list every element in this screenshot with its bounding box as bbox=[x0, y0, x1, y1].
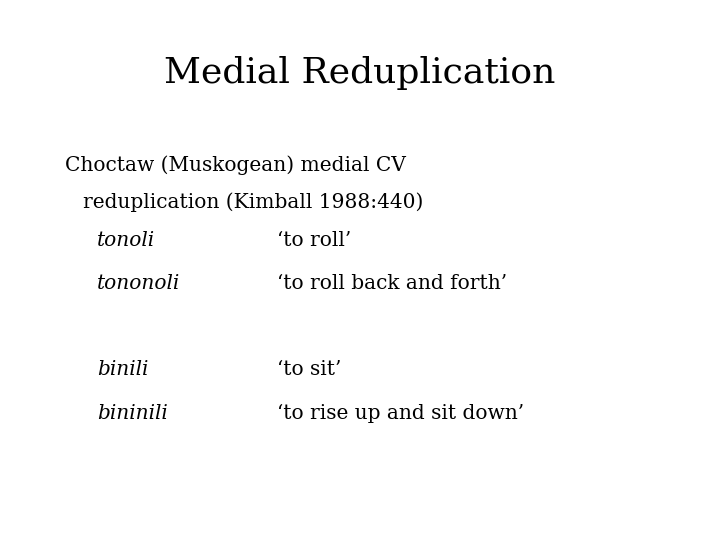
Text: Choctaw (Muskogean) medial CV: Choctaw (Muskogean) medial CV bbox=[65, 155, 405, 174]
Text: Medial Reduplication: Medial Reduplication bbox=[164, 56, 556, 90]
Text: ‘to roll’: ‘to roll’ bbox=[277, 231, 351, 250]
Text: binili: binili bbox=[97, 360, 148, 380]
Text: bininili: bininili bbox=[97, 403, 168, 423]
Text: ‘to roll back and forth’: ‘to roll back and forth’ bbox=[277, 274, 508, 293]
Text: ‘to rise up and sit down’: ‘to rise up and sit down’ bbox=[277, 403, 524, 423]
Text: ‘to sit’: ‘to sit’ bbox=[277, 360, 341, 380]
Text: tonoli: tonoli bbox=[97, 231, 156, 250]
Text: reduplication (Kimball 1988:440): reduplication (Kimball 1988:440) bbox=[83, 193, 423, 212]
Text: tononoli: tononoli bbox=[97, 274, 181, 293]
